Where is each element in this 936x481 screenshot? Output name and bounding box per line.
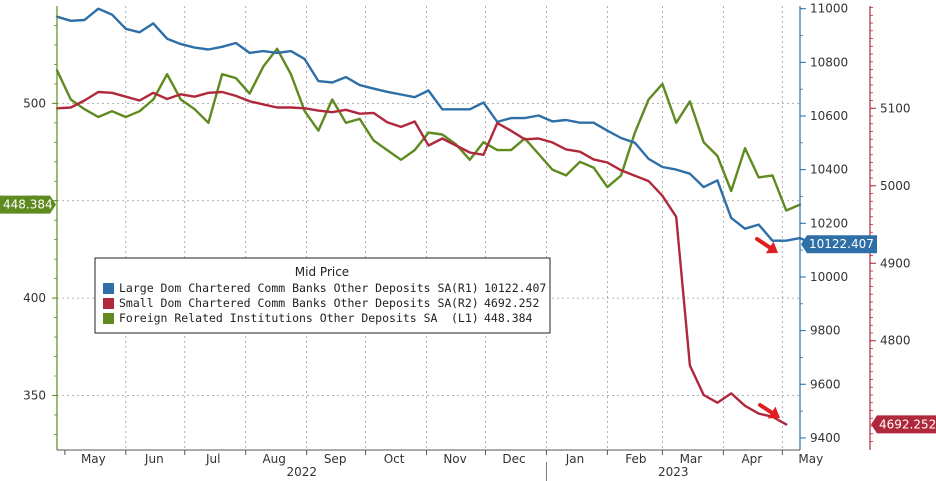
badge-label: 448.384 <box>3 198 53 212</box>
left-tick-label: 500 <box>23 96 46 110</box>
last-value-badge: 10122.407 <box>801 235 877 254</box>
series-line <box>55 90 788 426</box>
series-lines <box>55 7 815 426</box>
trend-arrow-icon <box>755 237 778 254</box>
year-label: 2023 <box>658 465 689 479</box>
x-tick-label: Apr <box>741 452 762 466</box>
x-tick-label: Oct <box>384 452 405 466</box>
series-line <box>55 7 815 246</box>
badge-shape <box>871 415 936 434</box>
x-tick-label: Dec <box>502 452 525 466</box>
x-tick-label: May <box>81 452 106 466</box>
x-tick-label: Nov <box>443 452 466 466</box>
r1-tick-label: 10800 <box>810 55 848 69</box>
left-tick-label: 400 <box>23 291 46 305</box>
r2-tick-label: 4800 <box>880 334 911 348</box>
legend: Mid Price Large Dom Chartered Comm Banks… <box>94 257 551 334</box>
left-tick-label: 350 <box>23 388 46 402</box>
legend-title: Mid Price <box>295 265 349 279</box>
r1-tick-label: 10400 <box>810 163 848 177</box>
x-tick-label: Aug <box>262 452 285 466</box>
legend-entry-name: Small Dom Chartered Comm Banks Other Dep… <box>119 296 451 310</box>
x-tick-label: Sep <box>324 452 347 466</box>
legend-swatch <box>103 298 114 309</box>
x-tick-label: Jul <box>205 452 220 466</box>
badge-shape <box>801 235 877 254</box>
r2-tick-label: 5100 <box>880 101 911 115</box>
legend-entry-value: 10122.407 <box>484 281 546 295</box>
x-axis: May Jun Jul Aug Sep Oct Nov Dec Jan Feb Mar Apr May 2… <box>57 449 823 481</box>
trend-arrows <box>755 237 780 419</box>
last-value-badge: 448.384 <box>0 195 56 214</box>
year-label: 2022 <box>286 465 317 479</box>
right-axis-r1: 9400 9600 9800 10000 10200 10400 10600 10800 110… <box>799 2 848 450</box>
r2-tick-label: 5000 <box>880 179 911 193</box>
left-axis: 350400450500 <box>23 6 58 450</box>
legend-entry-axis: (L1) <box>451 311 479 325</box>
legend-entry-value: 4692.252 <box>484 296 539 310</box>
x-tick-label: Feb <box>625 452 646 466</box>
legend-entry-axis: (R2) <box>451 296 479 310</box>
badge-label: 10122.407 <box>809 237 874 251</box>
r1-tick-label: 10000 <box>810 270 848 284</box>
x-tick-label: May <box>798 452 823 466</box>
legend-rows: Large Dom Chartered Comm Banks Other Dep… <box>103 281 546 325</box>
legend-entry-name: Large Dom Chartered Comm Banks Other Dep… <box>119 281 451 295</box>
gridlines <box>57 6 800 450</box>
r1-tick-label: 9600 <box>810 377 841 391</box>
series-line <box>55 47 802 212</box>
last-value-badge: 4692.252 <box>871 415 936 434</box>
legend-swatch <box>103 313 114 324</box>
r1-tick-label: 10600 <box>810 109 848 123</box>
x-tick-label: Jun <box>144 452 164 466</box>
badge-shape <box>0 195 56 214</box>
r1-tick-label: 9400 <box>810 431 841 445</box>
legend-entry-axis: (R1) <box>451 281 479 295</box>
r1-tick-label: 9800 <box>810 324 841 338</box>
x-tick-label: Mar <box>680 452 703 466</box>
trend-arrow-icon <box>758 403 780 419</box>
legend-swatch <box>103 283 114 294</box>
legend-box <box>94 257 551 334</box>
r1-tick-label: 11000 <box>810 2 848 16</box>
legend-entry-value: 448.384 <box>484 311 533 325</box>
legend-entry-name: Foreign Related Institutions Other Depos… <box>119 311 438 325</box>
right-axis-r2: 4800 4900 5000 5100 <box>869 6 911 450</box>
r1-tick-label: 10200 <box>810 216 848 230</box>
x-tick-label: Jan <box>565 452 585 466</box>
r2-tick-label: 4900 <box>880 256 911 270</box>
badge-label: 4692.252 <box>879 417 936 431</box>
